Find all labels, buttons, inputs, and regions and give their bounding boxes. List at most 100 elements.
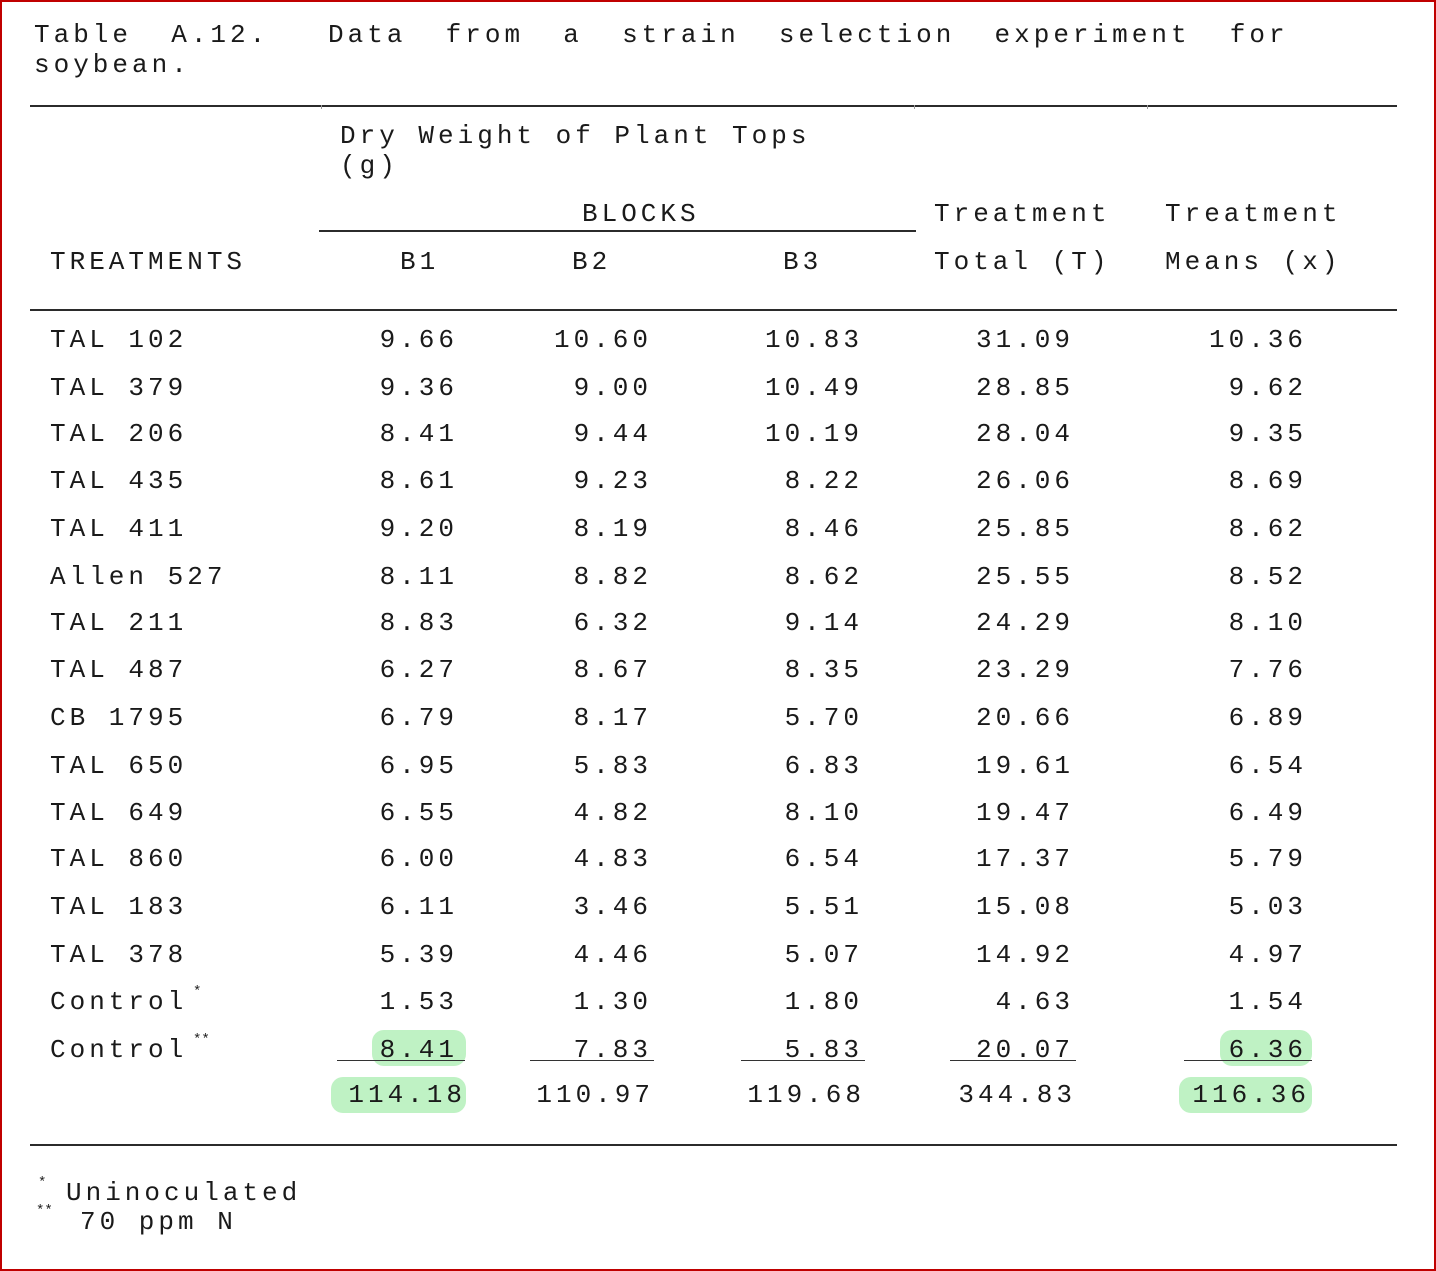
cell-b3: 8.10 <box>784 798 863 828</box>
cell-total: 20.66 <box>975 703 1074 733</box>
cell-mean: 10.36 <box>1208 325 1307 355</box>
blocks-label: BLOCKS <box>582 199 700 229</box>
footnote-mark-1: * <box>38 1175 47 1191</box>
cell-total: 14.92 <box>975 940 1074 970</box>
cell-mean: 6.49 <box>1228 798 1307 828</box>
cell-mean: 1.54 <box>1228 987 1307 1017</box>
cell-b1: 6.00 <box>379 844 458 874</box>
cell-b2: 8.82 <box>573 562 652 592</box>
cell-b1: 6.95 <box>379 751 458 781</box>
b3-header: B3 <box>783 247 823 277</box>
treatment-total-header-2: Total (T) <box>934 247 1111 277</box>
group-title-unit: (g) <box>340 151 399 181</box>
treatment-total-header-1: Treatment <box>934 199 1111 229</box>
cell-b3: 5.83 <box>784 1035 863 1065</box>
cell-b1: 9.66 <box>379 325 458 355</box>
cell-total: 4.63 <box>995 987 1074 1017</box>
treatment-name: TAL 183 <box>50 892 188 922</box>
cell-b2: 6.32 <box>573 608 652 638</box>
cell-mean: 6.36 <box>1228 1035 1307 1065</box>
subtotal-rule-mean <box>1184 1060 1312 1061</box>
cell-mean: 8.69 <box>1228 466 1307 496</box>
cell-mean: 8.62 <box>1228 514 1307 544</box>
cell-b2: 9.44 <box>573 419 652 449</box>
cell-mean: 9.35 <box>1228 419 1307 449</box>
cell-b3: 8.35 <box>784 655 863 685</box>
cell-b1: 6.79 <box>379 703 458 733</box>
cell-mean: 4.97 <box>1228 940 1307 970</box>
cell-total: 25.85 <box>975 514 1074 544</box>
footnote-text-2: 70 ppm N <box>80 1207 237 1237</box>
cell-b1: 5.39 <box>379 940 458 970</box>
cell-mean: 6.89 <box>1228 703 1307 733</box>
subtotal-rule-b2 <box>530 1060 654 1061</box>
cell-b3: 6.83 <box>784 751 863 781</box>
cell-b1: 8.41 <box>379 1035 458 1065</box>
cell-total: 31.09 <box>975 325 1074 355</box>
treatment-means-header-2: Means (x) <box>1165 247 1342 277</box>
cell-mean: 5.03 <box>1228 892 1307 922</box>
cell-b2: 5.83 <box>573 751 652 781</box>
treatment-name: TAL 411 <box>50 514 188 544</box>
cell-b2: 9.00 <box>573 373 652 403</box>
treatment-name: TAL 206 <box>50 419 188 449</box>
cell-b3: 8.46 <box>784 514 863 544</box>
blocks-rule <box>319 230 916 232</box>
treatment-name: Allen 527 <box>50 562 227 592</box>
cell-b1: 6.27 <box>379 655 458 685</box>
footnote-reference: ** <box>193 1032 210 1048</box>
cell-b3: 8.62 <box>784 562 863 592</box>
cell-total: 23.29 <box>975 655 1074 685</box>
treatment-name: Control <box>50 987 188 1017</box>
cell-b3: 1.80 <box>784 987 863 1017</box>
cell-b1: 9.36 <box>379 373 458 403</box>
cell-b3: 10.19 <box>764 419 863 449</box>
b1-header: B1 <box>400 247 440 277</box>
cell-b1: 6.11 <box>379 892 458 922</box>
group-title: Dry Weight of Plant Tops <box>340 121 811 151</box>
cell-b2: 8.19 <box>573 514 652 544</box>
cell-b2: 4.82 <box>573 798 652 828</box>
cell-b2: 3.46 <box>573 892 652 922</box>
footnote-text-1: Uninoculated <box>66 1178 302 1208</box>
cell-b3: 10.83 <box>764 325 863 355</box>
cell-mean: 5.79 <box>1228 844 1307 874</box>
total-b1: 114.18 <box>348 1080 466 1110</box>
cell-total: 28.85 <box>975 373 1074 403</box>
column-tick <box>914 105 915 109</box>
treatment-name: TAL 435 <box>50 466 188 496</box>
cell-mean: 6.54 <box>1228 751 1307 781</box>
cell-b3: 5.51 <box>784 892 863 922</box>
treatment-name: TAL 487 <box>50 655 188 685</box>
table-caption-line2: soybean. <box>34 50 191 80</box>
treatment-name: TAL 379 <box>50 373 188 403</box>
footnote-reference: * <box>193 984 202 1000</box>
cell-mean: 8.10 <box>1228 608 1307 638</box>
total-b3: 119.68 <box>747 1080 865 1110</box>
cell-mean: 7.76 <box>1228 655 1307 685</box>
treatment-name: TAL 211 <box>50 608 188 638</box>
column-tick <box>1147 105 1148 109</box>
cell-b2: 9.23 <box>573 466 652 496</box>
cell-b2: 10.60 <box>553 325 652 355</box>
subtotal-rule-b1 <box>337 1060 465 1061</box>
cell-b1: 6.55 <box>379 798 458 828</box>
cell-b2: 1.30 <box>573 987 652 1017</box>
treatment-name: TAL 650 <box>50 751 188 781</box>
treatment-name: TAL 649 <box>50 798 188 828</box>
b2-header: B2 <box>572 247 612 277</box>
total-total: 344.83 <box>958 1080 1076 1110</box>
cell-b2: 4.46 <box>573 940 652 970</box>
cell-mean: 8.52 <box>1228 562 1307 592</box>
cell-b1: 9.20 <box>379 514 458 544</box>
cell-total: 20.07 <box>975 1035 1074 1065</box>
treatments-header: TREATMENTS <box>50 247 247 277</box>
cell-total: 19.61 <box>975 751 1074 781</box>
cell-b1: 8.61 <box>379 466 458 496</box>
treatment-name: TAL 102 <box>50 325 188 355</box>
cell-b1: 8.11 <box>379 562 458 592</box>
cell-b3: 10.49 <box>764 373 863 403</box>
cell-b3: 6.54 <box>784 844 863 874</box>
cell-b2: 8.17 <box>573 703 652 733</box>
cell-mean: 9.62 <box>1228 373 1307 403</box>
